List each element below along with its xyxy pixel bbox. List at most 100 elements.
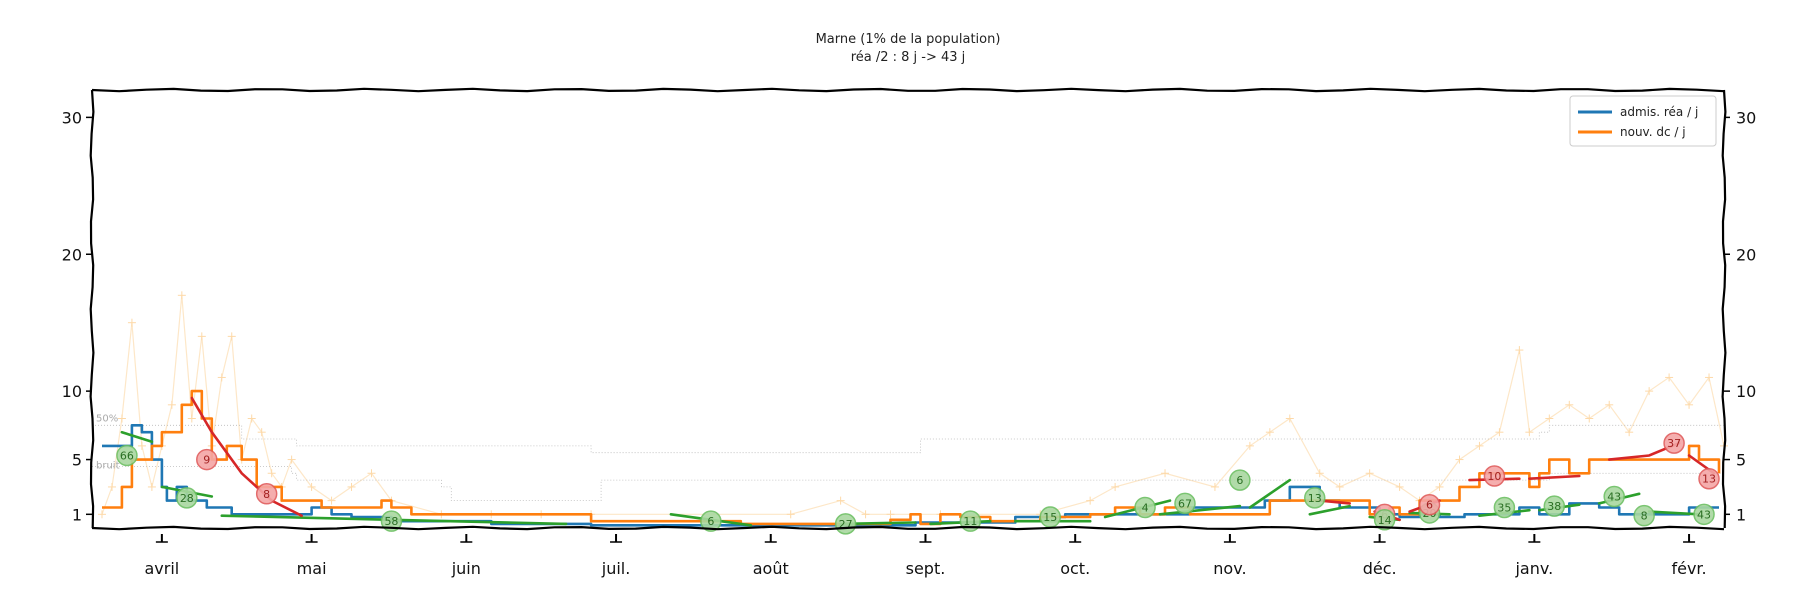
- raw-daily-marker: [1685, 400, 1694, 409]
- doubling-bubble: 66: [116, 444, 138, 467]
- y-tick-label-right: 10: [1736, 382, 1756, 401]
- raw-daily-marker: [267, 469, 276, 478]
- doubling-bubble: 8: [255, 483, 278, 505]
- doubling-bubble: 4: [1134, 496, 1156, 519]
- raw-daily-marker: [1111, 482, 1120, 491]
- raw-daily-marker: [1265, 428, 1274, 437]
- doubling-bubble: 8: [1633, 504, 1655, 527]
- x-month-label: mai: [297, 559, 327, 578]
- doubling-bubble: 9: [196, 448, 218, 471]
- raw-daily-marker: [1495, 428, 1504, 437]
- bubble-circle: [1698, 467, 1720, 490]
- raw-daily-marker: [1545, 414, 1554, 423]
- bubble-circle: [700, 510, 722, 532]
- raw-daily-marker: [117, 414, 126, 423]
- raw-daily-marker: [1315, 469, 1324, 478]
- bubble-label: 67: [1178, 497, 1192, 510]
- doubling-bubble: 58: [380, 510, 403, 532]
- bubble-label: 10: [1487, 470, 1501, 483]
- bubble-label: 43: [1607, 491, 1621, 504]
- bubble-label: 4: [1142, 501, 1149, 514]
- raw-daily-marker: [786, 510, 795, 519]
- x-month-tick: août: [753, 534, 789, 578]
- doubling-bubble: 37: [1663, 432, 1685, 454]
- raw-daily-marker: [177, 291, 186, 300]
- raw-daily-marker: [127, 318, 136, 327]
- bubble-label: 8: [263, 488, 270, 501]
- raw-daily-marker: [347, 482, 356, 491]
- y-tick-label-right: 20: [1736, 245, 1756, 264]
- raw-daily-marker: [861, 510, 870, 519]
- doubling-bubble: 10: [1483, 465, 1506, 487]
- x-month-label: janv.: [1514, 559, 1553, 578]
- bubble-circle: [116, 444, 138, 467]
- raw-daily-marker: [307, 482, 316, 491]
- raw-daily-marker: [1525, 428, 1534, 437]
- y-tick-label-left: 1: [72, 505, 82, 524]
- trend-segment: [1158, 504, 1242, 516]
- bubble-circle: [1418, 493, 1441, 516]
- doubling-bubble: 13: [1304, 487, 1326, 509]
- raw-daily-marker: [1585, 414, 1594, 423]
- x-month-label: juil.: [601, 559, 631, 578]
- trend-segment: [120, 430, 154, 444]
- legend-label-0: admis. réa / j: [1620, 105, 1698, 119]
- bubble-circle: [380, 510, 403, 532]
- raw-daily-marker: [1475, 441, 1484, 450]
- raw-daily-marker: [137, 441, 146, 450]
- x-month-label: déc.: [1363, 559, 1397, 578]
- raw-daily-marker: [1161, 469, 1170, 478]
- bubble-label: 8: [1641, 510, 1648, 523]
- raw-daily-marker: [1645, 387, 1654, 396]
- doubling-bubble: 6: [1418, 493, 1441, 516]
- x-month-tick: déc.: [1363, 534, 1397, 578]
- y-tick-label-right: 1: [1736, 505, 1746, 524]
- bubble-label: 6: [707, 515, 714, 528]
- chart-subtitle: réa /2 : 8 j -> 43 j: [851, 50, 966, 65]
- x-month-tick: janv.: [1514, 534, 1553, 578]
- axis-bottom: [91, 525, 1725, 531]
- trend-segment: [1647, 510, 1701, 516]
- raw-daily-marker: [367, 469, 376, 478]
- x-month-label: oct.: [1060, 559, 1090, 578]
- band-noise-line: [92, 466, 1724, 501]
- raw-daily-marker: [1625, 428, 1634, 437]
- doubling-bubble: 15: [1039, 506, 1061, 528]
- x-month-label: sept.: [906, 559, 946, 578]
- bubble-label: 58: [384, 515, 398, 528]
- y-tick-label-right: 30: [1736, 108, 1756, 127]
- x-month-label: juin: [451, 559, 481, 578]
- legend-label-1: nouv. dc / j: [1620, 125, 1686, 139]
- raw-daily-marker: [1335, 482, 1344, 491]
- doubling-bubble: 14: [1373, 509, 1396, 531]
- bubble-circle: [255, 483, 278, 505]
- raw-daily-marker: [836, 496, 845, 505]
- plot-area: 50%bruit66289858627111546761361420610353…: [92, 291, 1728, 535]
- raw-daily-marker: [1395, 482, 1404, 491]
- bubble-circle: [1134, 496, 1156, 519]
- doubling-bubble: 13: [1698, 467, 1720, 490]
- bubble-circle: [1483, 465, 1506, 487]
- x-month-label: févr.: [1671, 559, 1706, 578]
- doubling-bubble: 6: [1229, 469, 1251, 491]
- x-month-tick: oct.: [1060, 534, 1090, 578]
- doubling-bubble: 27: [834, 513, 857, 535]
- raw-daily-marker: [187, 414, 196, 423]
- x-month-tick: mai: [297, 534, 327, 578]
- x-month-tick: juin: [451, 534, 481, 578]
- series-line-1: [102, 389, 1721, 526]
- raw-daily-marker: [97, 510, 106, 519]
- bubble-label: 11: [963, 515, 977, 528]
- x-month-label: avril: [144, 559, 179, 578]
- axis-left: [89, 89, 95, 529]
- raw-daily-marker: [1245, 441, 1254, 450]
- raw-daily-marker: [147, 482, 156, 491]
- bubble-circle: [1493, 496, 1516, 519]
- raw-daily-marker: [327, 496, 336, 505]
- x-month-label: nov.: [1213, 559, 1246, 578]
- bubble-circle: [1373, 509, 1396, 531]
- raw-daily-marker: [217, 373, 226, 382]
- bubble-circle: [1603, 485, 1625, 508]
- bubble-label: 13: [1308, 492, 1322, 505]
